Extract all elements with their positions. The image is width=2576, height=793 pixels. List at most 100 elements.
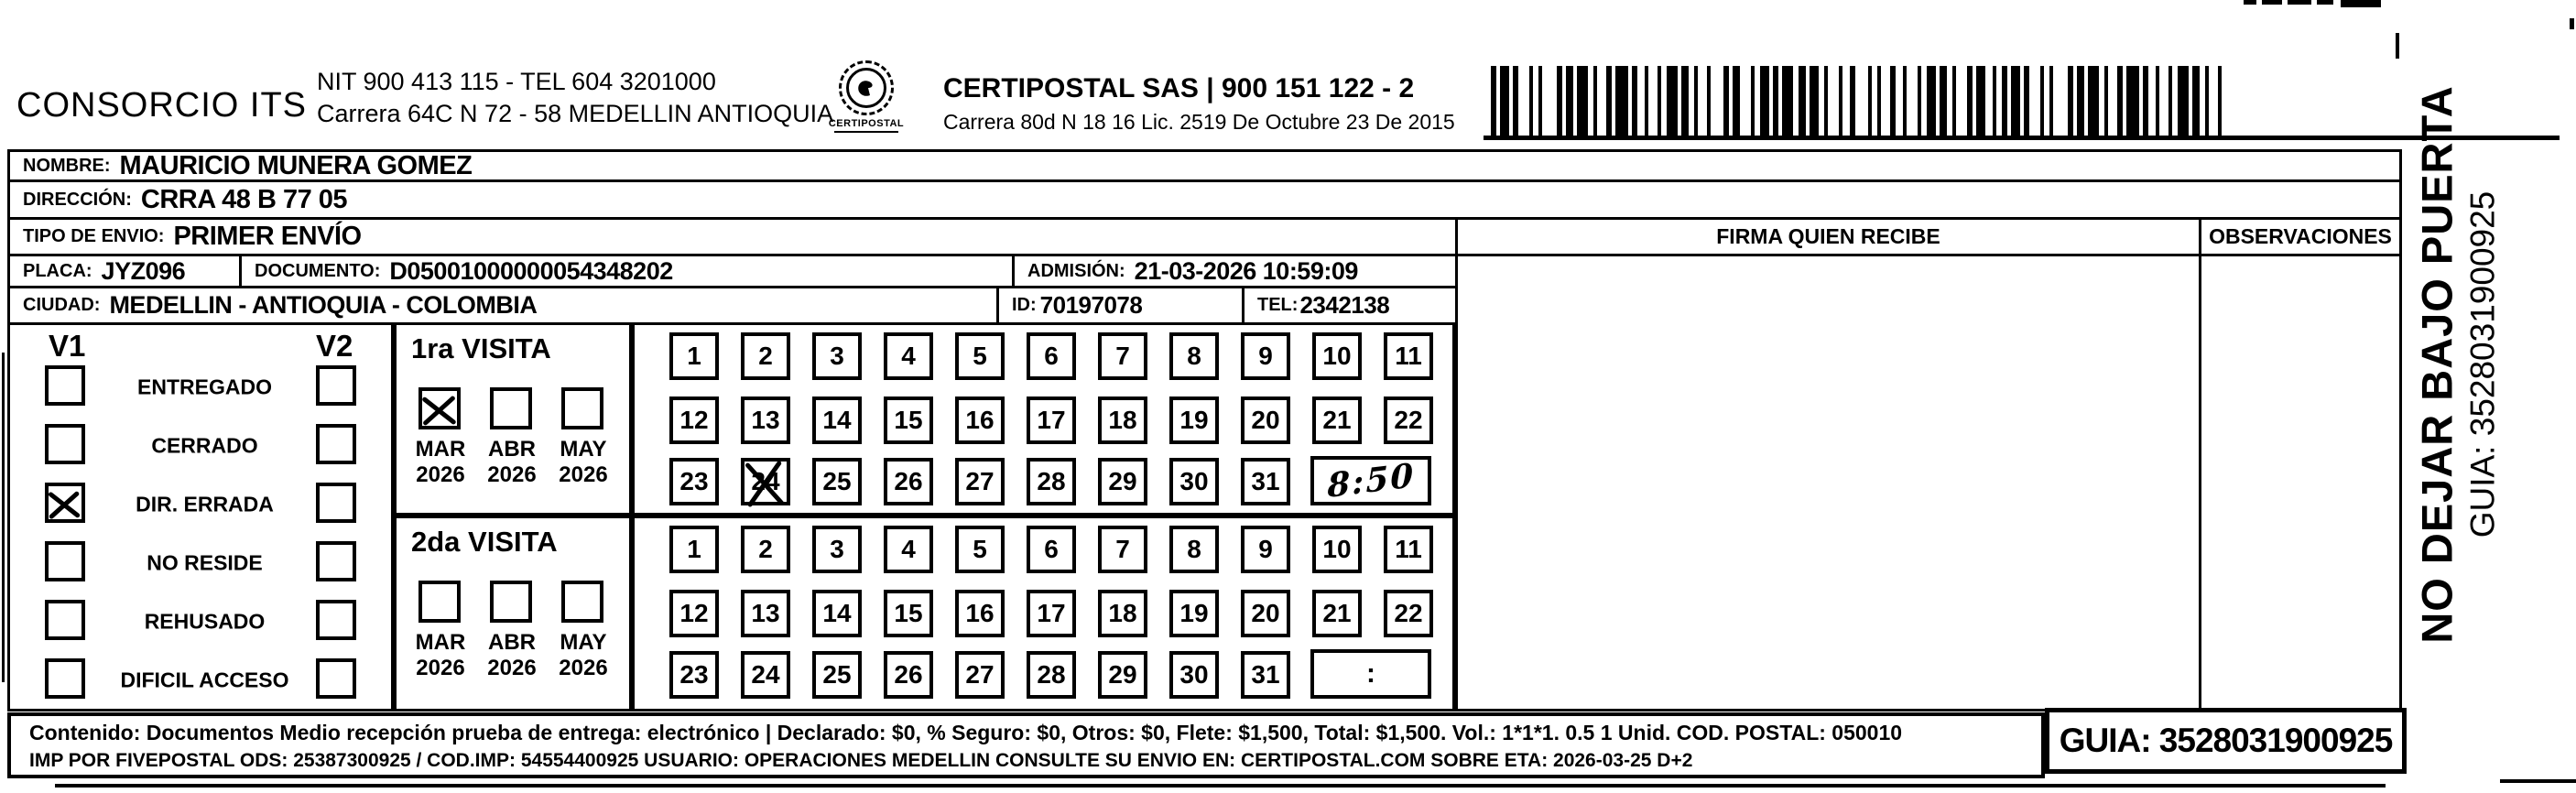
id-cell: ID: 70197078 [996,286,1245,325]
firma-header-cell: FIRMA QUIEN RECIBE [1455,217,2201,256]
first-visit-month-checkbox-may [561,387,603,429]
second-visit-day-26: 26 [884,651,933,699]
second-visit-month-col-mar: MAR 2026 [408,518,473,709]
first-visit-month-label-mar: MAR [415,437,466,462]
company-name: CONSORCIO ITS [16,86,308,125]
first-visit-day-20: 20 [1241,396,1290,444]
second-visit-day-3: 3 [812,526,862,573]
status-label-dir-errada: DIR. ERRADA [136,492,274,516]
id-value: 70197078 [1039,291,1143,319]
second-visit-day-25: 25 [812,651,862,699]
scan-artifact [55,784,2386,788]
status-label-dificil-acceso: DIFICIL ACCESO [120,668,289,692]
second-visit-day-5: 5 [955,526,1005,573]
second-visit-day-16: 16 [955,590,1005,637]
direccion-value: CRRA 48 B 77 05 [140,184,348,214]
second-visit-month-col-abr: ABR 2026 [479,518,545,709]
nombre-label: NOMBRE: [23,155,111,176]
scan-artifact [2396,33,2399,59]
second-visit-month-label-abr: ABR [488,630,536,655]
status-label-entregado: ENTREGADO [137,375,272,399]
scan-artifact [2,353,5,682]
v1-header: V1 [49,329,86,363]
v2-checkbox-dificil-acceso [316,658,356,699]
v1-checkbox-dir-errada [45,483,85,523]
tel-value: 2342138 [1299,291,1390,319]
first-visit-day-8: 8 [1169,332,1219,380]
first-visit-day-6: 6 [1027,332,1076,380]
no-dejar-text: NO DEJAR BAJO PUERTA [2412,85,2462,644]
company-info: NIT 900 413 115 - TEL 604 3201000 Carrer… [317,66,833,130]
admision-value: 21-03-2026 10:59:09 [1134,256,1359,285]
status-label-rehusado: REHUSADO [144,609,266,634]
first-visit-day-23: 23 [669,458,719,505]
status-row-dir-errada: DIR. ERRADA [10,483,391,527]
second-visit-day-23: 23 [669,651,719,699]
first-visit-day-31: 31 [1241,458,1290,505]
first-visit-day-10: 10 [1312,332,1362,380]
second-visit-day-19: 19 [1169,590,1219,637]
placa-cell: PLACA: JYZ096 [7,254,242,288]
nombre-row: NOMBRE: MAURICIO MUNERA GOMEZ [7,149,2402,182]
first-visit-day-16: 16 [955,396,1005,444]
second-visit-day-29: 29 [1098,651,1147,699]
first-visit-day-21: 21 [1312,396,1362,444]
first-visit-day-12: 12 [669,396,719,444]
v2-checkbox-entregado [316,365,356,406]
second-visit-day-4: 4 [884,526,933,573]
admision-cell: ADMISIÓN: 21-03-2026 10:59:09 [1012,254,1458,288]
status-label-no-reside: NO RESIDE [147,550,263,575]
first-visit-day-25: 25 [812,458,862,505]
documento-label: DOCUMENTO: [255,260,381,281]
id-label: ID: [1012,295,1037,315]
second-visit-time-note: : [1366,658,1375,689]
second-visit-day-31: 31 [1241,651,1290,699]
first-visit-day-18: 18 [1098,396,1147,444]
second-visit-month-label-may: MAY [560,630,607,655]
first-visit-title: 1ra VISITA [411,332,551,364]
carrier-address: Carrera 80d N 18 16 Lic. 2519 De Octubre… [943,110,1455,134]
logo-bird-icon [846,68,886,108]
first-visit-day-7: 7 [1098,332,1147,380]
first-visit-year-label: 2026 [487,462,537,487]
first-visit-month-checkbox-abr [490,387,532,429]
v1-checkbox-no-reside [45,541,85,581]
second-visit-day-17: 17 [1027,590,1076,637]
first-visit-time-cell: 8:50 [1310,456,1431,505]
first-visit-month-checkbox-mar [418,387,461,429]
first-visit-day-2: 2 [741,332,790,380]
scan-artifact [2288,0,2311,5]
v2-checkbox-no-reside [316,541,356,581]
observaciones-header: OBSERVACIONES [2209,224,2392,248]
logo-outer-ring-icon [839,60,894,115]
first-visit-day-4: 4 [884,332,933,380]
first-visit-day-17: 17 [1027,396,1076,444]
ciudad-label: CIUDAD: [23,295,101,315]
side-guia-text: GUIA: 3528031900925 [2463,190,2502,538]
status-label-cerrado: CERRADO [151,433,258,458]
second-visit-panel: 2da VISITA MAR 2026 ABR 2026 MAY 2026 [394,516,632,712]
second-visit-day-24: 24 [741,651,790,699]
status-row-entregado: ENTREGADO [10,365,391,409]
delivery-status-panel: V1 V2 ENTREGADO CERRADO DIR. ERRADA NO RESI… [7,322,394,712]
second-visit-day-30: 30 [1169,651,1219,699]
v1-checkbox-cerrado [45,424,85,464]
first-visit-month-label-may: MAY [560,437,607,462]
first-visit-day-5: 5 [955,332,1005,380]
v1-checkbox-rehusado [45,600,85,640]
v2-checkbox-cerrado [316,424,356,464]
tipo-envio-cell: TIPO DE ENVIO: PRIMER ENVÍO [7,217,1458,256]
first-visit-year-label: 2026 [416,462,465,487]
side-note-vertical: NO DEJAR BAJO PUERTA GUIA: 3528031900925 [2412,85,2503,643]
first-visit-month-label-abr: ABR [488,437,536,462]
ciudad-cell: CIUDAD: MEDELLIN - ANTIOQUIA - COLOMBIA [7,286,999,325]
status-row-rehusado: REHUSADO [10,600,391,644]
first-visit-day-19: 19 [1169,396,1219,444]
logo-caption: CERTIPOSTAL [828,118,905,129]
first-visit-day-26: 26 [884,458,933,505]
scan-artifact [2262,0,2282,5]
tel-cell: TEL: 2342138 [1242,286,1458,325]
first-visit-day-3: 3 [812,332,862,380]
tipo-envio-label: TIPO DE ENVIO: [23,226,165,246]
